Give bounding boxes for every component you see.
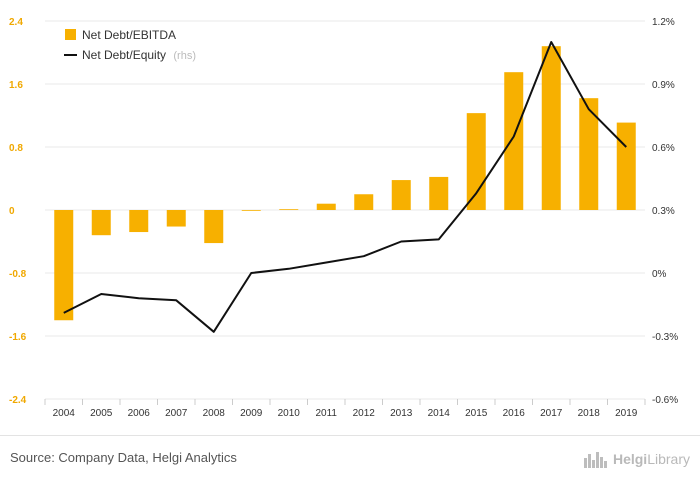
- city-skyline-icon: [583, 452, 607, 468]
- y-right-tick-label: -0.3%: [652, 332, 678, 343]
- logo-text-helgi: Helgi: [612, 451, 648, 467]
- bar: [616, 122, 636, 210]
- x-tick-label: 2019: [615, 408, 638, 419]
- line-series-path: [63, 41, 627, 333]
- bar: [579, 98, 599, 210]
- x-tick-label: 2018: [578, 408, 601, 419]
- bar-series: [54, 46, 636, 321]
- y-left-tick-label: -2.4: [9, 395, 27, 406]
- x-tick-label: 2008: [203, 408, 226, 419]
- bar: [54, 210, 74, 321]
- y-right-tick-label: 1.2%: [652, 17, 675, 28]
- bar: [354, 194, 374, 210]
- logo-text-library: Library: [647, 451, 690, 467]
- bar: [129, 210, 149, 233]
- axes: 2.4 1.2% 1.6 0.9% 0.8 0.6% 0 0.3% -0.8 0% -1.6 -0.3…: [9, 17, 678, 419]
- bar: [391, 180, 411, 210]
- bar: [316, 203, 336, 210]
- x-tick-label: 2012: [353, 408, 376, 419]
- bar: [279, 209, 299, 211]
- y-right-tick-label: 0%: [652, 269, 667, 280]
- bar: [91, 210, 111, 236]
- legend: Net Debt/EBITDA Net Debt/Equity (rhs): [64, 28, 196, 62]
- y-left-tick-label: 1.6: [9, 80, 23, 91]
- x-tick-label: 2013: [390, 408, 413, 419]
- x-tick-label: 2015: [465, 408, 488, 419]
- bar: [204, 210, 224, 244]
- x-tick-label: 2016: [503, 408, 526, 419]
- legend-line-label: Net Debt/Equity (rhs): [82, 48, 196, 62]
- helgi-library-logo[interactable]: HelgiLibrary: [583, 448, 690, 470]
- x-tick-label: 2007: [165, 408, 188, 419]
- y-left-tick-label: 2.4: [9, 17, 23, 28]
- legend-line-name: Net Debt/Equity: [82, 48, 166, 62]
- x-tick-label: 2009: [240, 408, 263, 419]
- y-left-tick-label: 0.8: [9, 143, 23, 154]
- legend-line-suffix: (rhs): [173, 50, 196, 62]
- y-right-tick-label: 0.3%: [652, 206, 675, 217]
- bar: [429, 176, 449, 210]
- y-left-tick-label: 0: [9, 206, 15, 217]
- source-note: Source: Company Data, Helgi Analytics: [10, 450, 237, 465]
- y-right-tick-label: -0.6%: [652, 395, 678, 406]
- y-left-tick-label: -1.6: [9, 332, 27, 343]
- bar: [541, 46, 561, 211]
- y-right-tick-label: 0.9%: [652, 80, 675, 91]
- x-tick-label: 2004: [53, 408, 76, 419]
- x-tick-label: 2006: [128, 408, 151, 419]
- bar: [241, 210, 261, 211]
- x-tick-label: 2010: [278, 408, 301, 419]
- footer-divider: [0, 435, 700, 436]
- x-tick-label: 2011: [315, 408, 337, 419]
- bar: [166, 210, 186, 227]
- x-tick-label: 2005: [90, 408, 113, 419]
- chart: 2.4 1.2% 1.6 0.9% 0.8 0.6% 0 0.3% -0.8 0% -1.6 -0.3…: [9, 17, 678, 419]
- legend-bar-swatch: [65, 29, 76, 40]
- y-right-tick-label: 0.6%: [652, 143, 675, 154]
- y-left-tick-label: -0.8: [9, 269, 27, 280]
- bar: [466, 113, 486, 210]
- line-series: [63, 41, 627, 333]
- x-tick-label: 2014: [428, 408, 451, 419]
- legend-bar-label: Net Debt/EBITDA: [82, 28, 176, 42]
- x-tick-label: 2017: [540, 408, 563, 419]
- bar: [504, 72, 524, 210]
